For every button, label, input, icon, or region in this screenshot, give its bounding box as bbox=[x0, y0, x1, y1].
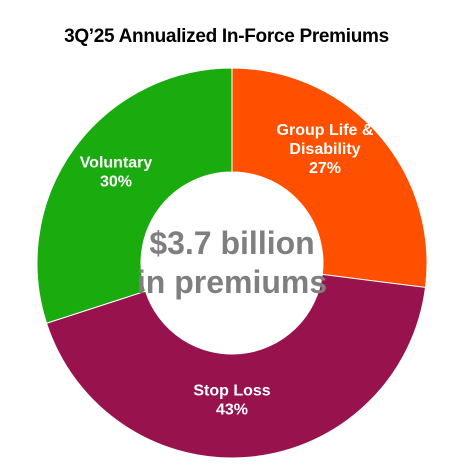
slice-name-label: Group Life & bbox=[277, 122, 374, 139]
slice-label-group-life-disability: Group Life & Disability 27% bbox=[277, 122, 374, 177]
slice-value-label: 27% bbox=[309, 160, 341, 177]
center-label-line: in premiums bbox=[137, 264, 327, 300]
slice-name-label: Disability bbox=[289, 141, 360, 158]
slice-name-label: Stop Loss bbox=[193, 383, 270, 400]
slice-label-voluntary: Voluntary 30% bbox=[80, 155, 153, 191]
slice-labels: Group Life & Disability 27% Stop Loss 43% Vol… bbox=[80, 122, 374, 419]
donut-slices bbox=[36, 67, 428, 459]
slice-voluntary bbox=[36, 67, 233, 324]
chart-title: 3Q’25 Annualized In-Force Premiums bbox=[64, 26, 389, 47]
slice-value-label: 43% bbox=[216, 402, 248, 419]
slice-name-label: Voluntary bbox=[80, 155, 153, 172]
slice-group-life-disability bbox=[231, 67, 428, 288]
slice-stop-loss bbox=[45, 273, 427, 459]
center-label-line: $3.7 billion bbox=[149, 225, 314, 261]
slice-label-stop-loss: Stop Loss 43% bbox=[193, 383, 270, 419]
slice-value-label: 30% bbox=[100, 174, 132, 191]
